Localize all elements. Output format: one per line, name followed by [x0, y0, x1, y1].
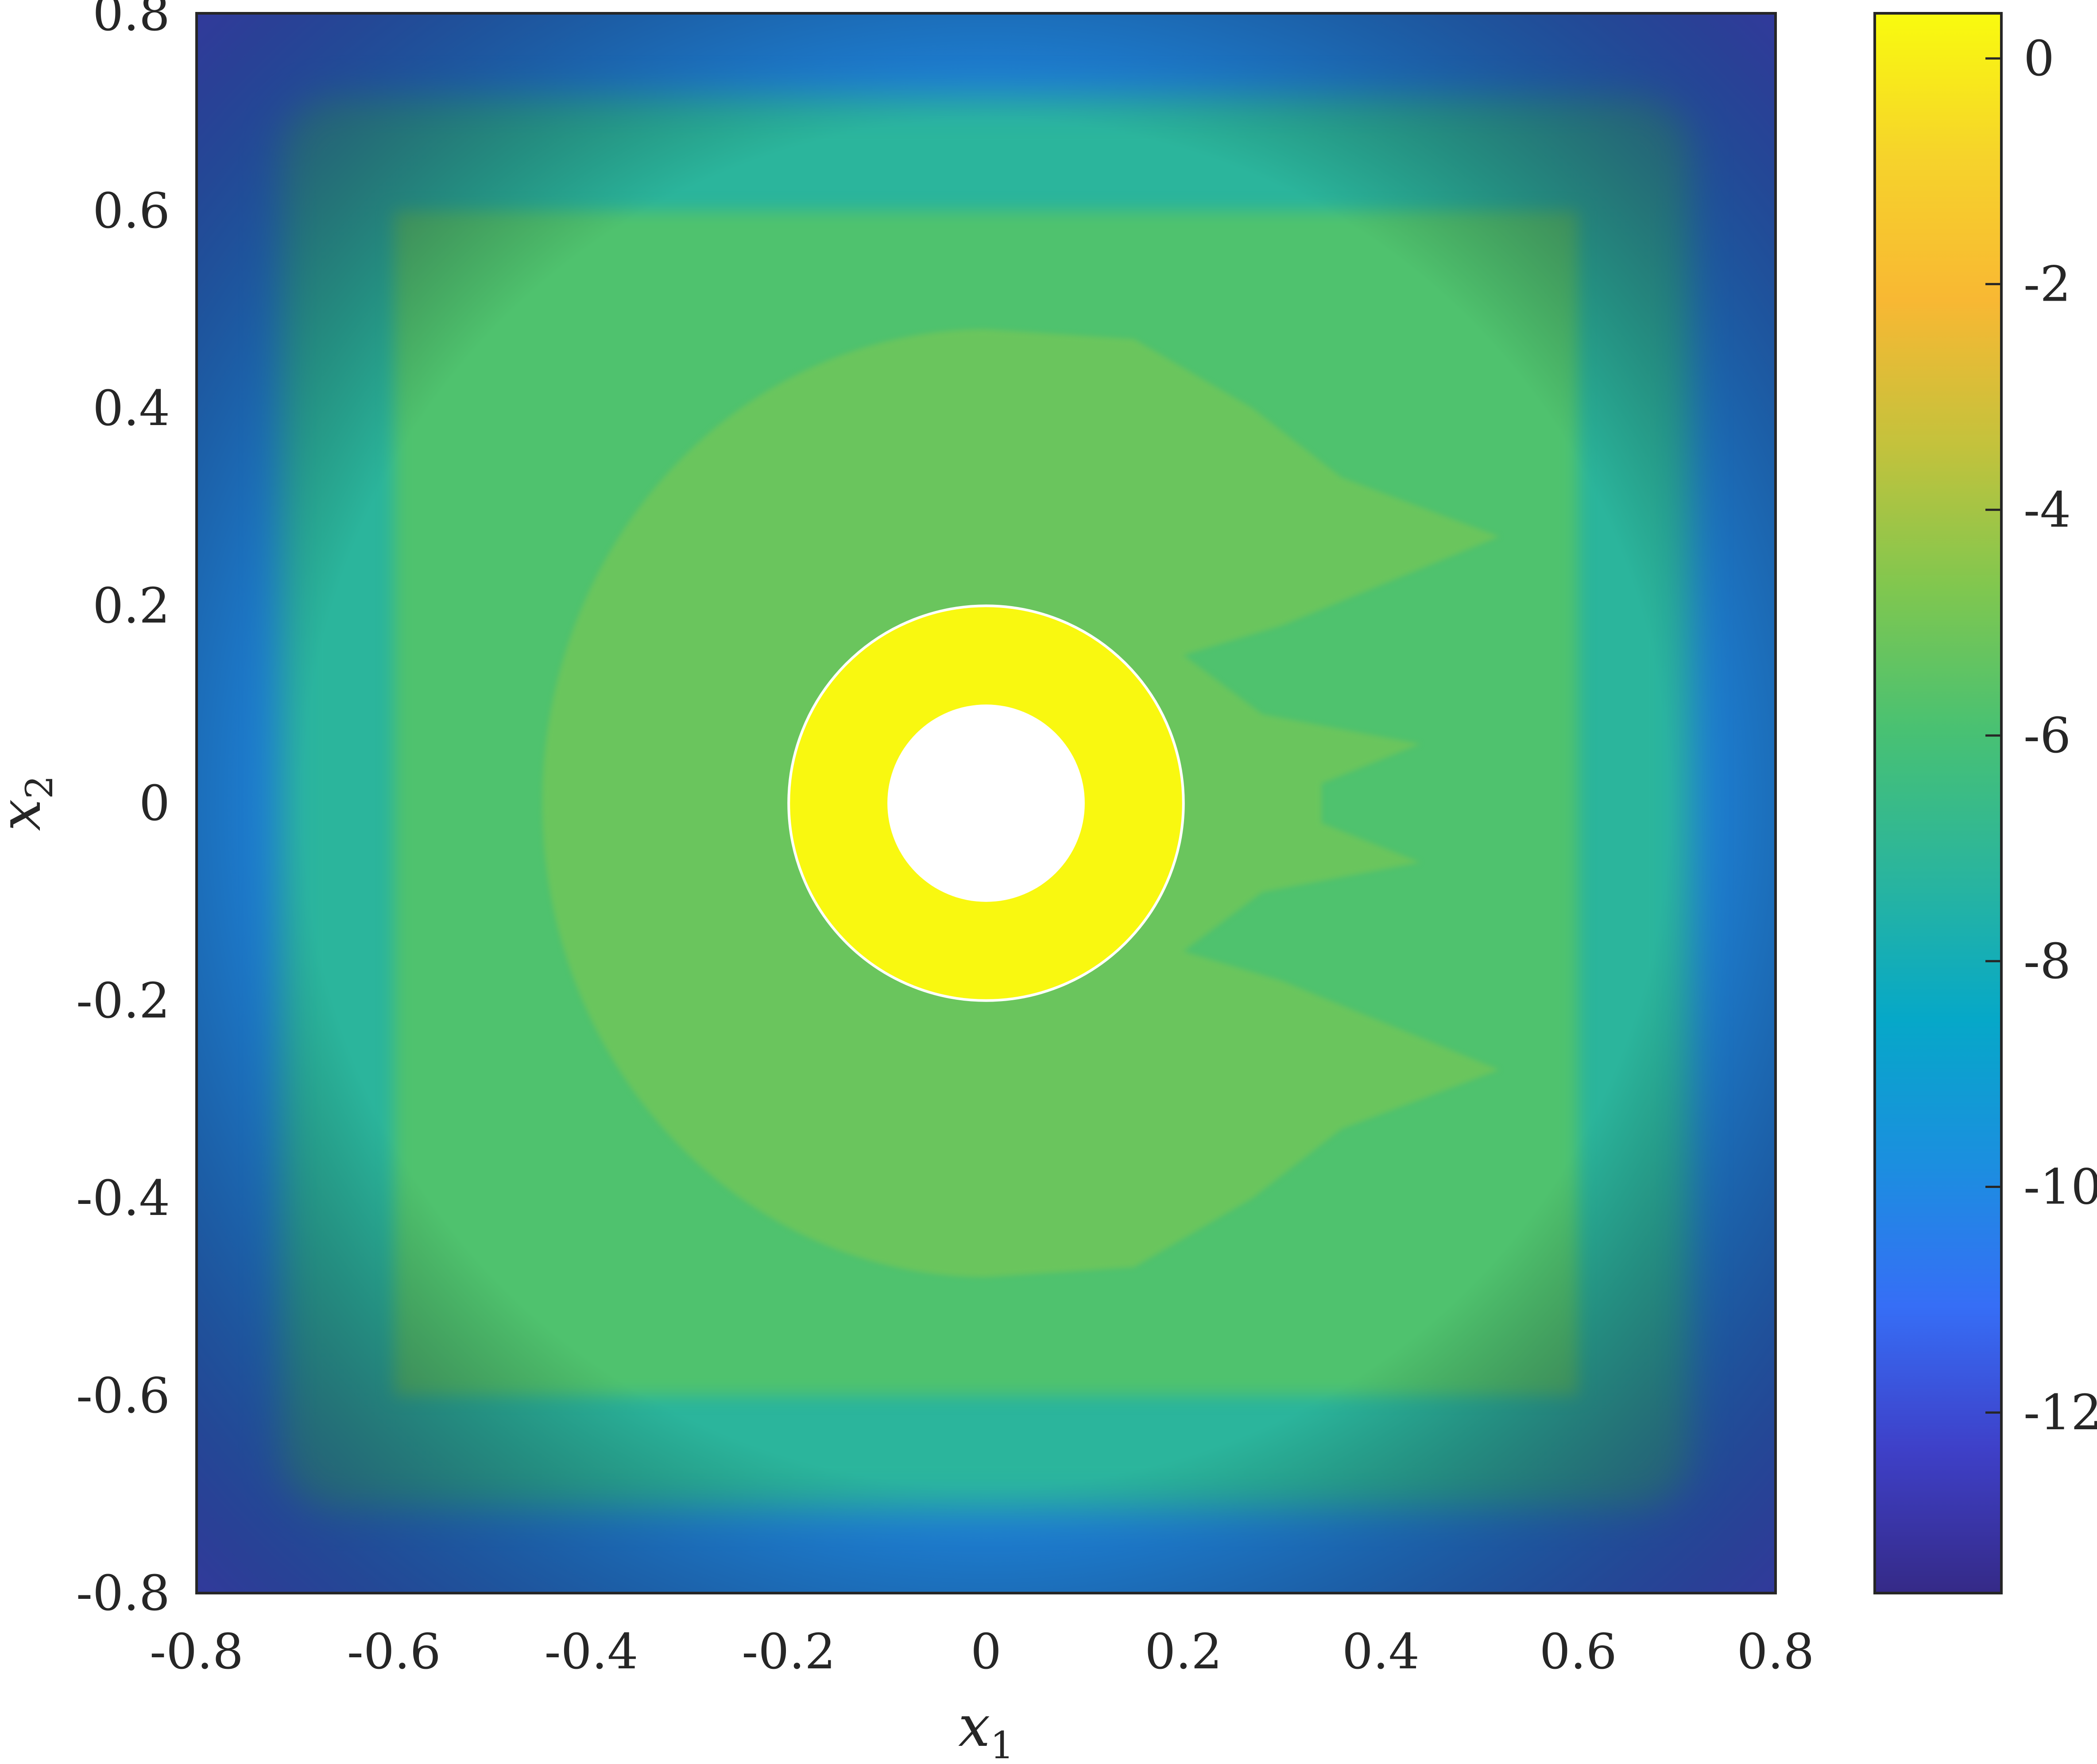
- x-tick-label: -0.4: [544, 1623, 638, 1680]
- x-tick-label: 0: [971, 1623, 1002, 1680]
- colorbar-tick-label: -10: [2023, 1159, 2097, 1215]
- y-axis-label: x2: [0, 775, 61, 831]
- x-tick-label: -0.6: [347, 1623, 441, 1680]
- y-tick-label: -0.8: [76, 1565, 170, 1621]
- x-axis-label: x1: [958, 1694, 1014, 1764]
- y-tick-label: 0.2: [93, 577, 170, 634]
- plot-frame: [195, 12, 1777, 1594]
- colorbar-tick-label: -12: [2023, 1384, 2097, 1441]
- colorbar-ticks: 0 -2 -4 -6 -8 -10 -12: [1985, 30, 2097, 1441]
- x-tick-label: 0.2: [1145, 1623, 1222, 1680]
- colorbar-tick-label: 0: [2023, 30, 2054, 87]
- colorbar-tick-label: -6: [2023, 707, 2071, 764]
- x-tick-label: -0.2: [742, 1623, 836, 1680]
- y-tick-label: 0.8: [93, 0, 170, 42]
- colorbar-gradient: [1873, 12, 2003, 1594]
- colorbar: 0 -2 -4 -6 -8 -10 -12: [1873, 12, 2097, 1594]
- y-tick-label: -0.6: [76, 1367, 170, 1424]
- colorbar-tick-label: -8: [2023, 933, 2071, 990]
- x-tick-label: 0.4: [1342, 1623, 1420, 1680]
- inclusion-hole: [887, 704, 1085, 902]
- y-tick-label: 0.6: [93, 182, 170, 239]
- colorbar-tick-label: -2: [2023, 256, 2071, 313]
- plot-area: [197, 13, 1776, 1593]
- y-axis: 0.8 0.6 0.4 0.2 0 -0.2 -0.4 -0.6 -0.8: [76, 0, 170, 1621]
- x-tick-label: -0.8: [150, 1623, 244, 1680]
- y-tick-label: 0: [139, 775, 170, 832]
- x-tick-label: 0.8: [1737, 1623, 1815, 1680]
- y-tick-label: -0.4: [76, 1170, 170, 1226]
- x-tick-label: 0.6: [1540, 1623, 1617, 1680]
- y-tick-label: 0.4: [93, 380, 170, 437]
- y-tick-label: -0.2: [76, 972, 170, 1029]
- x-axis: -0.8 -0.6 -0.4 -0.2 0 0.2 0.4 0.6 0.8: [150, 1623, 1815, 1680]
- colorbar-tick-label: -4: [2023, 481, 2071, 538]
